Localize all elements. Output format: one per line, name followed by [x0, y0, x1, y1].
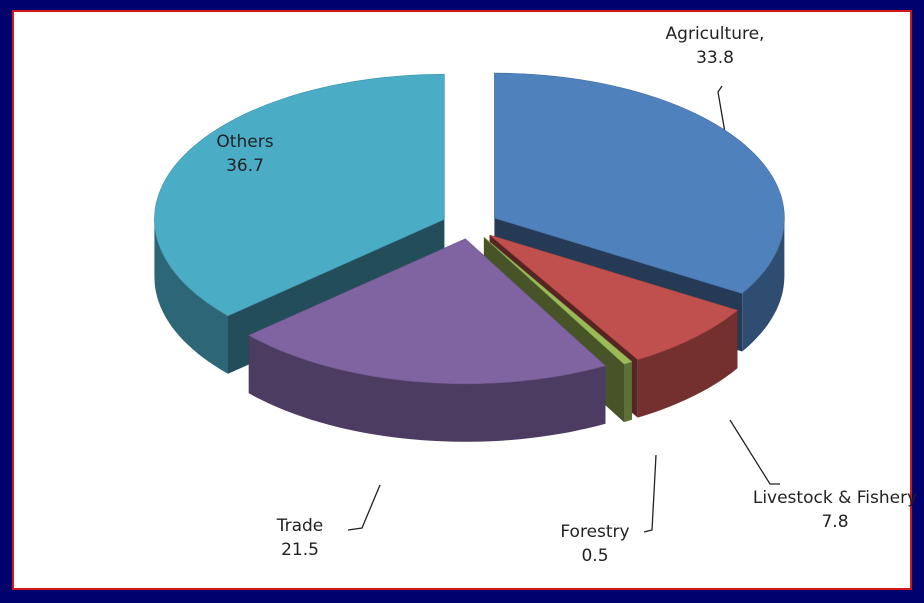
- slice-wall: [742, 218, 785, 352]
- data-label: Others 36.7: [180, 130, 310, 178]
- slice-wall: [154, 219, 228, 374]
- slice-wall: [624, 361, 632, 423]
- data-label: Livestock & Fishery 7.8: [750, 486, 920, 534]
- data-label: Forestry 0.5: [520, 520, 670, 568]
- label-name: Agriculture,: [665, 24, 765, 44]
- slice-wall: [637, 310, 738, 418]
- label-value: 36.7: [226, 156, 264, 176]
- slice: [248, 238, 607, 442]
- leader-line: [347, 484, 381, 531]
- data-label: Trade 21.5: [240, 514, 360, 562]
- data-label: Agriculture, 33.8: [650, 22, 780, 70]
- slice: [154, 73, 445, 317]
- label-name: Livestock & Fishery: [752, 488, 918, 508]
- slice: [494, 72, 785, 294]
- label-name: Others: [216, 132, 274, 152]
- label-name: Trade: [276, 516, 324, 536]
- slice: [248, 238, 607, 385]
- slice: [483, 236, 633, 365]
- label-value: 21.5: [281, 540, 319, 560]
- leader-line: [643, 454, 657, 533]
- label-name: Forestry: [560, 522, 630, 542]
- leader-line: [729, 419, 780, 485]
- slice: [489, 234, 739, 360]
- label-value: 7.8: [821, 512, 849, 532]
- slice-wall: [248, 335, 606, 442]
- label-value: 33.8: [696, 48, 734, 68]
- label-value: 0.5: [581, 546, 609, 566]
